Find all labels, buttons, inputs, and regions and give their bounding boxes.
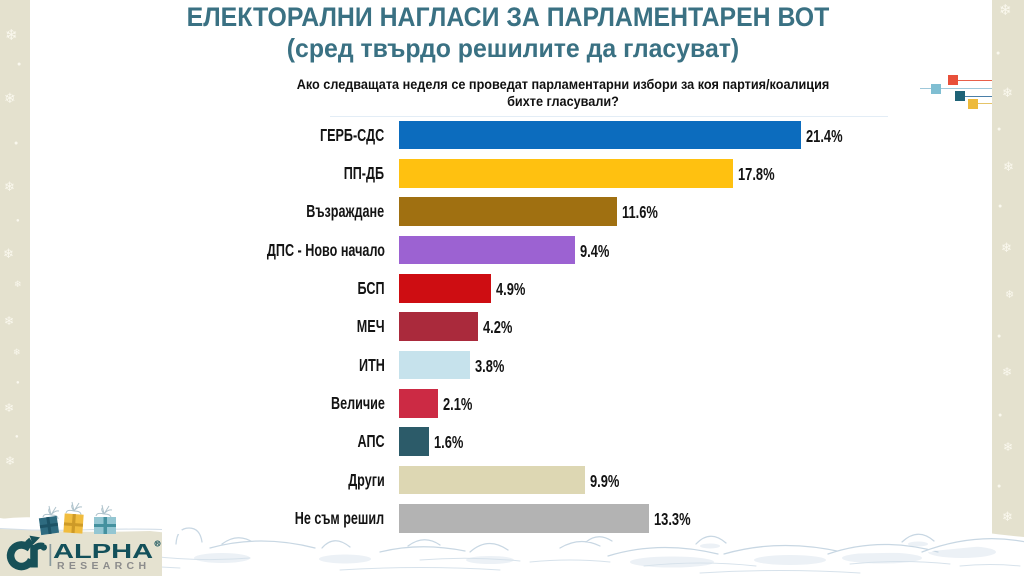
svg-text:RESEARCH: RESEARCH (57, 560, 150, 572)
svg-text:ALPHA: ALPHA (53, 540, 153, 563)
svg-text:R: R (156, 541, 160, 546)
